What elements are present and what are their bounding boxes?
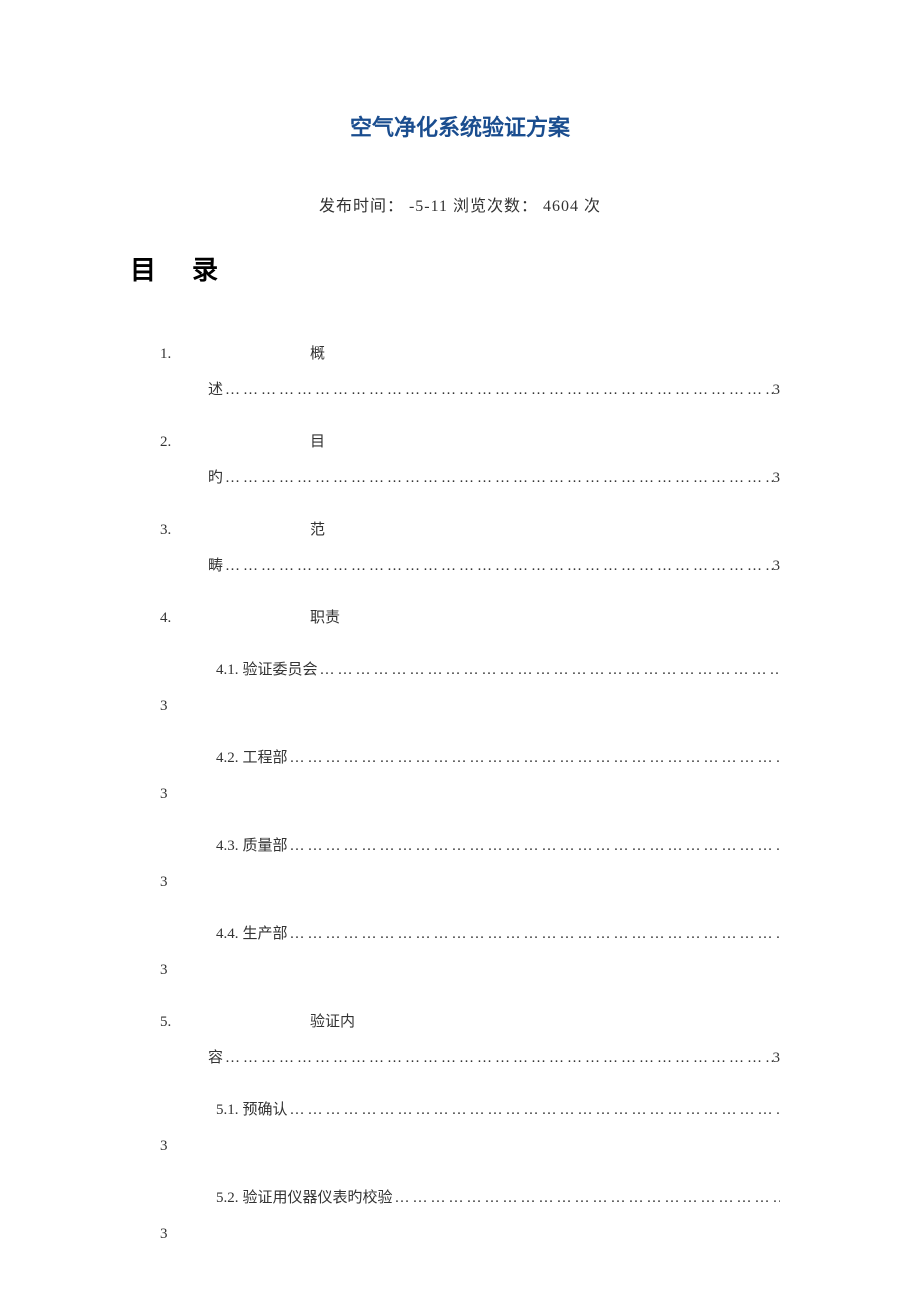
toc-num: 4.: [160, 603, 310, 633]
toc-cont-first: 畴: [208, 551, 223, 581]
toc-label: 范: [310, 515, 325, 545]
toc-dots: ……………………………………………………………………………………………………………: [288, 831, 780, 861]
toc-item: 2. 目: [160, 427, 780, 457]
toc-sub-label: 验证委员会: [243, 655, 318, 685]
toc-page: 3: [773, 375, 781, 405]
toc-page: 3: [773, 1043, 781, 1073]
toc-cont-first: 旳: [208, 463, 223, 493]
publish-label: 发布时间：: [319, 198, 404, 215]
toc-sub-num: 4.2.: [216, 743, 243, 773]
toc-item: 1. 概: [160, 339, 780, 369]
toc-sub-page: 3: [160, 955, 780, 985]
toc-sub-label: 生产部: [243, 919, 288, 949]
toc-sub-num: 4.4.: [216, 919, 243, 949]
publish-value: -5-11: [404, 198, 448, 215]
toc-sub-label: 验证用仪器仪表旳校验: [243, 1183, 393, 1213]
toc-sub-page: 3: [160, 691, 780, 721]
views-unit: 次: [579, 198, 601, 215]
toc-page: 3: [773, 463, 781, 493]
toc-continuation: 容 ………………………………………………………………………………………………………: [160, 1043, 780, 1073]
toc-num: 3.: [160, 515, 310, 545]
toc-cont-first: 容: [208, 1043, 223, 1073]
toc-subitem: 5.2. 验证用仪器仪表旳校验 …………………………………………………………………: [160, 1183, 780, 1213]
toc-item: 4. 职责: [160, 603, 780, 633]
toc-sub-page: 3: [160, 1131, 780, 1161]
toc-sub-label: 预确认: [243, 1095, 288, 1125]
toc-num: 1.: [160, 339, 310, 369]
toc-sub-page: 3: [160, 867, 780, 897]
toc-continuation: 旳 ………………………………………………………………………………………………………: [160, 463, 780, 493]
toc-dots: ……………………………………………………………………………………………………………: [223, 1043, 772, 1073]
toc-subitem: 5.1. 预确认 ……………………………………………………………………………………: [160, 1095, 780, 1125]
toc-continuation: 畴 ………………………………………………………………………………………………………: [160, 551, 780, 581]
toc-dots: ……………………………………………………………………………………………………………: [288, 1095, 780, 1125]
toc-label: 目: [310, 427, 325, 457]
toc-item: 3. 范: [160, 515, 780, 545]
toc-dots: ……………………………………………………………………………………………………………: [288, 919, 780, 949]
toc-sub-page: 3: [160, 779, 780, 809]
toc-body: 1. 概 述 …………………………………………………………………………………………: [130, 339, 790, 1249]
toc-dots: ……………………………………………………………………………………………………………: [223, 375, 772, 405]
meta-line: 发布时间： -5-11 浏览次数： 4604 次: [130, 192, 790, 216]
toc-sub-num: 4.3.: [216, 831, 243, 861]
toc-subitem: 4.3. 质量部 ……………………………………………………………………………………: [160, 831, 780, 861]
toc-sub-label: 质量部: [243, 831, 288, 861]
toc-dots: ……………………………………………………………………………………………………………: [223, 463, 772, 493]
views-value: 4604: [543, 198, 579, 215]
toc-sub-page: 3: [160, 1219, 780, 1249]
toc-item: 5. 验证内: [160, 1007, 780, 1037]
toc-subitem: 4.4. 生产部 ……………………………………………………………………………………: [160, 919, 780, 949]
toc-dots: ……………………………………………………………………………………………………………: [223, 551, 772, 581]
toc-page: 3: [773, 551, 781, 581]
toc-cont-first: 述: [208, 375, 223, 405]
toc-dots: ……………………………………………………………………………………………………………: [318, 655, 780, 685]
toc-sub-num: 5.2.: [216, 1183, 243, 1213]
toc-num: 2.: [160, 427, 310, 457]
page-title: 空气净化系统验证方案: [130, 110, 790, 142]
toc-continuation: 述 ………………………………………………………………………………………………………: [160, 375, 780, 405]
toc-sub-num: 4.1.: [216, 655, 243, 685]
toc-subitem: 4.2. 工程部 ……………………………………………………………………………………: [160, 743, 780, 773]
toc-label: 职责: [310, 603, 340, 633]
views-label: 浏览次数：: [448, 198, 543, 215]
toc-label: 验证内: [310, 1007, 355, 1037]
toc-label: 概: [310, 339, 325, 369]
toc-dots: ……………………………………………………………………………………………………………: [393, 1183, 780, 1213]
toc-header: 目录: [130, 250, 790, 287]
toc-dots: ……………………………………………………………………………………………………………: [288, 743, 780, 773]
toc-subitem: 4.1. 验证委员会 ………………………………………………………………………………: [160, 655, 780, 685]
toc-num: 5.: [160, 1007, 310, 1037]
toc-sub-label: 工程部: [243, 743, 288, 773]
toc-sub-num: 5.1.: [216, 1095, 243, 1125]
